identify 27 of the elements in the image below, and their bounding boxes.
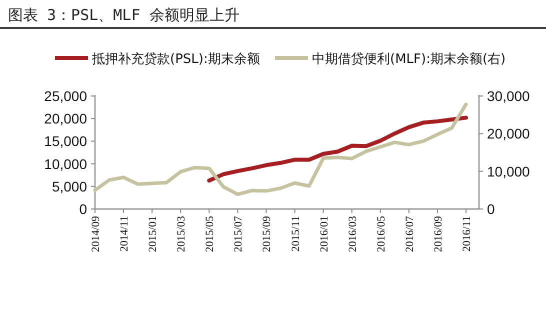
x-tick-label: 2016/11: [461, 216, 473, 252]
x-tick-label: 2016/07: [404, 216, 416, 252]
y-tick-label: 0: [79, 201, 88, 217]
x-tick-label: 2014/09: [90, 216, 102, 252]
y-tick-label: 5,000: [52, 178, 88, 194]
chart-title: 图表 3：PSL、MLF 余额明显上升: [8, 6, 240, 24]
x-tick-label: 2016/05: [375, 216, 388, 252]
legend-label: 抵押补充贷款(PSL):期末余额: [91, 52, 260, 67]
x-tick-label: 2015/05: [204, 216, 216, 252]
x-tick-label: 2015/09: [261, 216, 274, 252]
y2-tick-label: 0: [487, 201, 495, 217]
x-tick-label: 2015/01: [147, 216, 160, 252]
y2-tick-label: 20,000: [487, 126, 530, 142]
y-tick-label: 10,000: [44, 156, 88, 172]
x-tick-label: 2015/11: [290, 216, 302, 252]
y2-tick-label: 10,000: [487, 163, 530, 180]
x-tick-label: 2016/09: [432, 216, 444, 252]
x-tick-label: 2014/11: [118, 216, 131, 252]
x-tick-label: 2016/03: [346, 216, 359, 252]
y-tick-label: 20,000: [44, 110, 88, 127]
y-tick-label: 15,000: [44, 133, 88, 150]
y-tick-label: 25,000: [44, 88, 88, 104]
x-tick-label: 2015/07: [232, 216, 245, 252]
x-tick-label: 2016/01: [318, 216, 330, 252]
y2-tick-label: 30,000: [487, 88, 530, 104]
legend-label: 中期借贷便利(MLF):期末余额(右): [312, 52, 506, 67]
x-tick-label: 2015/03: [176, 216, 188, 252]
